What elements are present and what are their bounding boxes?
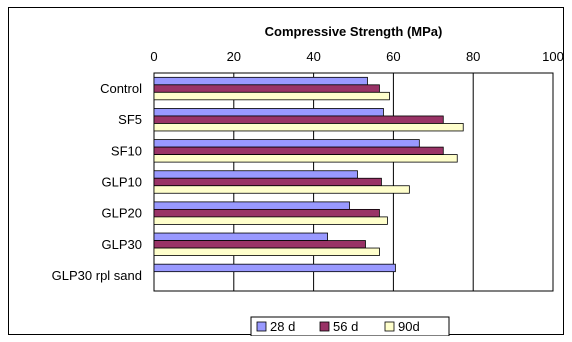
legend-label-28d: 28 d	[270, 319, 295, 334]
bar-control-56d	[153, 84, 380, 93]
bar-sf10-28d	[153, 139, 420, 148]
bar-control-28d	[153, 76, 368, 86]
category-label-glp30-rpl-sand: GLP30 rpl sand	[52, 268, 142, 283]
category-label-glp20: GLP20	[102, 206, 142, 221]
bar-sf5-56d	[153, 115, 444, 124]
x-tick-label-40: 40	[306, 49, 320, 64]
category-label-glp10: GLP10	[102, 175, 142, 190]
category-label-control: Control	[100, 81, 142, 96]
bar-glp20-56d	[153, 208, 380, 218]
bar-glp30-56d	[153, 240, 366, 249]
legend-swatch-90d	[384, 321, 395, 332]
bar-sf5-90d	[153, 123, 464, 132]
x-tick-label-60: 60	[386, 49, 400, 64]
x-axis-title: Compressive Strength (MPa)	[265, 24, 443, 39]
bar-glp10-90d	[153, 185, 410, 194]
bar-glp30-90d	[153, 247, 380, 256]
x-tick-label-20: 20	[227, 49, 241, 64]
bar-glp20-28d	[153, 201, 350, 210]
bar-glp20-90d	[153, 216, 388, 225]
bar-sf10-90d	[153, 154, 458, 163]
category-label-sf10: SF10	[111, 143, 142, 158]
legend-label-56d: 56 d	[333, 319, 358, 334]
x-tick-label-100: 100	[542, 49, 564, 64]
legend-label-90d: 90d	[398, 319, 420, 334]
chart-frame: 0 20 40 60 80 100 Control SF5 SF10 GLP10 GLP20 GLP…	[8, 7, 564, 336]
bar-glp30-28d	[153, 232, 328, 241]
category-label-sf5: SF5	[118, 112, 142, 127]
bar-control-90d	[153, 91, 390, 101]
bar-sf5-28d	[153, 108, 384, 117]
legend: 28 d 56 d 90d	[250, 316, 450, 336]
legend-box	[250, 316, 450, 336]
legend-swatch-28d	[256, 321, 267, 332]
x-tick-label-80: 80	[466, 49, 480, 64]
bar-glp10-56d	[153, 177, 382, 187]
bar-glp30-rpl-sand-28d	[153, 263, 396, 273]
legend-swatch-56d	[319, 321, 330, 332]
bar-glp10-28d	[153, 170, 358, 179]
x-tick-label-0: 0	[150, 49, 157, 64]
category-label-glp30: GLP30	[102, 237, 142, 252]
bar-sf10-56d	[153, 146, 444, 156]
compressive-strength-bar-chart: 0 20 40 60 80 100 Control SF5 SF10 GLP10 GLP20 GLP…	[52, 24, 564, 336]
